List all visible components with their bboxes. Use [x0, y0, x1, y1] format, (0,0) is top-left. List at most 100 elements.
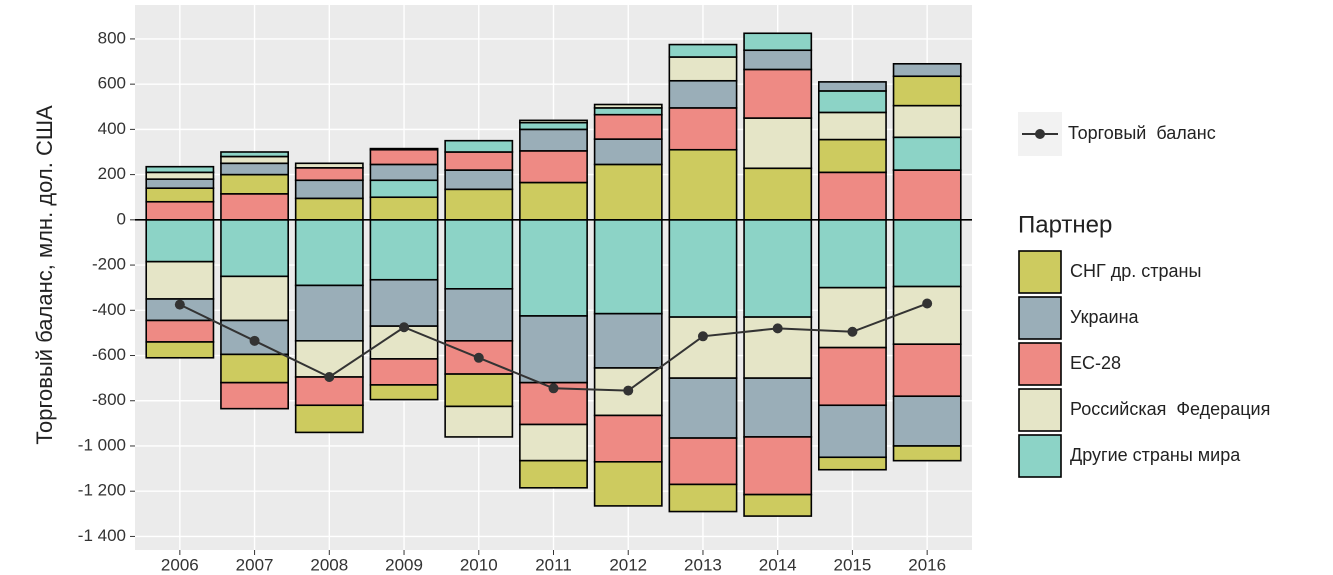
bar-segment — [668, 56, 738, 82]
bar-segment — [892, 285, 962, 346]
bar-segment — [892, 104, 962, 139]
bar-segment — [743, 49, 813, 71]
x-tick-label: 2007 — [236, 555, 274, 574]
x-tick-label: 2014 — [759, 555, 797, 574]
x-tick-label: 2011 — [535, 555, 572, 574]
bar-segment — [817, 219, 887, 289]
bar-segment — [593, 113, 663, 140]
bar-segment — [294, 219, 364, 287]
bar-segment — [294, 179, 364, 200]
balance-point — [399, 322, 410, 333]
legend-label: СНГ др. страны — [1070, 261, 1201, 281]
y-tick-label: -1 400 — [78, 526, 126, 545]
bar-segment — [444, 169, 514, 191]
bar-segment — [743, 68, 813, 119]
bar-segment — [444, 188, 514, 221]
bar-segment — [145, 171, 215, 180]
bar-segment — [593, 103, 663, 109]
x-tick-label: 2016 — [908, 555, 946, 574]
y-tick-label: 800 — [98, 28, 126, 47]
bar-segment — [817, 346, 887, 407]
bar-segment — [294, 404, 364, 434]
bar-segment — [519, 181, 588, 221]
legend-key — [1018, 434, 1062, 478]
balance-point — [249, 335, 260, 346]
legend-point-key — [1035, 129, 1045, 139]
balance-point — [174, 299, 185, 310]
balance-point — [473, 352, 484, 363]
bar-segment — [668, 148, 738, 221]
bar-segment — [817, 138, 887, 174]
bar-segment — [369, 179, 439, 199]
bar-segment — [519, 119, 588, 124]
y-tick-label: -200 — [92, 255, 126, 274]
bar-segment — [668, 107, 738, 151]
bar-segment — [817, 81, 887, 92]
bar-segment — [294, 284, 364, 342]
bar-segment — [369, 384, 439, 401]
x-tick-label: 2012 — [609, 555, 647, 574]
balance-point — [623, 385, 634, 396]
bar-segment — [892, 219, 962, 288]
bar-segment — [892, 136, 962, 171]
bar-segment — [145, 165, 215, 174]
bar-segment — [743, 493, 813, 517]
bar-segment — [817, 90, 887, 114]
x-tick-label: 2008 — [310, 555, 348, 574]
bar-segment — [519, 150, 588, 184]
x-tick-label: 2013 — [684, 555, 722, 574]
balance-point — [922, 298, 933, 309]
bar-segment — [369, 147, 439, 151]
bar-segment — [145, 341, 215, 359]
bar-segment — [145, 260, 215, 300]
bar-segment — [817, 286, 887, 349]
bar-segment — [519, 128, 588, 152]
bar-segment — [369, 196, 439, 221]
y-tick-label: 200 — [98, 164, 126, 183]
y-tick-label: 600 — [98, 74, 126, 93]
bar-segment — [519, 315, 588, 384]
x-tick-label: 2009 — [385, 555, 423, 574]
bar-segment — [668, 316, 738, 379]
y-tick-label: 0 — [117, 209, 126, 228]
balance-point — [324, 372, 335, 383]
bar-segment — [593, 163, 663, 221]
x-tick-label: 2006 — [161, 555, 199, 574]
legend-key — [1018, 296, 1062, 340]
bar-segment — [668, 43, 738, 58]
bar-segment — [294, 167, 364, 182]
bar-segment — [444, 288, 514, 342]
bar-segment — [593, 138, 663, 166]
bar-segment — [519, 121, 588, 131]
y-axis-label: Торговый баланс, млн. дол. США — [32, 105, 57, 445]
bar-segment — [294, 197, 364, 221]
legend-label: Другие страны мира — [1070, 445, 1241, 465]
legend-key — [1018, 388, 1062, 432]
bar-segment — [668, 377, 738, 439]
balance-point — [772, 323, 783, 334]
bar-segment — [369, 148, 439, 166]
bar-segment — [444, 405, 514, 438]
bar-segment — [668, 437, 738, 486]
bar-segment — [593, 414, 663, 463]
bar-segment — [817, 171, 887, 221]
bar-segment — [369, 163, 439, 182]
bar-segment — [220, 381, 290, 410]
bar-segment — [369, 358, 439, 386]
y-tick-label: -1 000 — [78, 435, 126, 454]
bar-segment — [817, 111, 887, 141]
bar-segment — [220, 275, 290, 322]
bar-segment — [220, 193, 290, 221]
bar-segment — [743, 32, 813, 52]
bar-segment — [668, 219, 738, 318]
bar-segment — [145, 319, 215, 343]
bar-segment — [817, 404, 887, 459]
bar-segment — [519, 219, 588, 317]
y-tick-label: -600 — [92, 345, 126, 364]
bar-segment — [593, 107, 663, 116]
bar-segment — [444, 139, 514, 153]
bar-segment — [743, 436, 813, 496]
bar-segment — [892, 343, 962, 398]
bar-segment — [369, 278, 439, 327]
